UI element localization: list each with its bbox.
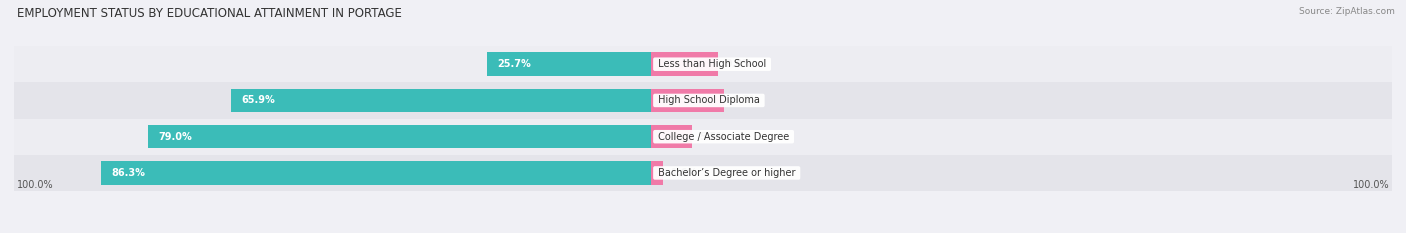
Bar (488, 52, 651, 76)
Bar (14, 82, 1392, 119)
Text: 1.6%: 1.6% (671, 168, 697, 178)
Text: 25.7%: 25.7% (498, 59, 531, 69)
Text: 9.9%: 9.9% (733, 96, 759, 106)
Text: 100.0%: 100.0% (17, 180, 53, 190)
Text: 86.3%: 86.3% (111, 168, 146, 178)
Bar (148, 125, 651, 148)
Text: 5.5%: 5.5% (700, 132, 727, 142)
Text: 79.0%: 79.0% (159, 132, 193, 142)
Text: Less than High School: Less than High School (655, 59, 769, 69)
Text: 100.0%: 100.0% (1353, 180, 1389, 190)
Text: High School Diploma: High School Diploma (655, 96, 763, 106)
Text: EMPLOYMENT STATUS BY EDUCATIONAL ATTAINMENT IN PORTAGE: EMPLOYMENT STATUS BY EDUCATIONAL ATTAINM… (17, 7, 402, 20)
Bar (651, 89, 724, 112)
Text: 65.9%: 65.9% (242, 96, 276, 106)
Bar (651, 52, 717, 76)
Bar (651, 125, 692, 148)
Bar (14, 46, 1392, 82)
Bar (651, 161, 662, 185)
Text: Source: ZipAtlas.com: Source: ZipAtlas.com (1299, 7, 1395, 16)
Bar (14, 119, 1392, 155)
Text: College / Associate Degree: College / Associate Degree (655, 132, 792, 142)
Bar (231, 89, 651, 112)
Bar (101, 161, 651, 185)
Text: 9.0%: 9.0% (725, 59, 752, 69)
Text: Bachelor’s Degree or higher: Bachelor’s Degree or higher (655, 168, 799, 178)
Bar (14, 155, 1392, 191)
